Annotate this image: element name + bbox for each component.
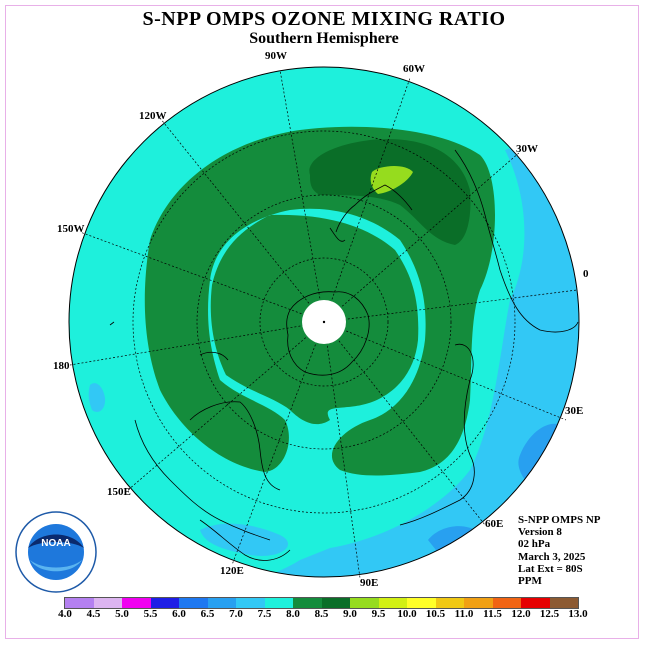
lon-label-90e: 90E: [360, 577, 379, 589]
colorbar-tick-label: 6.0: [172, 608, 186, 620]
noaa-logo-text: NOAA: [41, 538, 70, 549]
colorbar-swatch: [378, 598, 407, 608]
colorbar-tick-label: 7.5: [257, 608, 272, 620]
map-boundary: [68, 66, 580, 578]
figure-frame: [5, 5, 639, 639]
lon-label-60e: 60E: [485, 518, 504, 530]
lon-label-150w: 150W: [57, 223, 85, 235]
colorbar-swatch: [549, 598, 578, 608]
colorbar-tick-label: 7.0: [229, 608, 243, 620]
colorbar-tick-label: 5.5: [143, 608, 158, 620]
colorbar-swatch: [207, 598, 236, 608]
lon-label-120e: 120E: [220, 565, 244, 577]
lon-label-120w: 120W: [139, 110, 167, 122]
south-pole-marker: [322, 320, 326, 324]
lon-label-60w: 60W: [403, 63, 425, 75]
info-level: 02 hPa: [518, 538, 551, 551]
colorbar-tick-label: 6.5: [200, 608, 215, 620]
colorbar-swatch: [236, 598, 265, 608]
colorbar: [64, 597, 579, 609]
colorbar-swatch: [350, 598, 379, 608]
lon-label-30e: 30E: [565, 405, 584, 417]
field-9-0-core: [309, 139, 471, 245]
colorbar-swatch: [150, 598, 179, 608]
map-title: S-NPP OMPS OZONE MIXING RATIO: [142, 8, 506, 30]
colorbar-swatch: [179, 598, 208, 608]
colorbar-tick-label: 12.5: [539, 608, 560, 620]
colorbar-tick-label: 11.0: [454, 608, 474, 620]
lon-label-0: 0: [583, 268, 589, 280]
colorbar-swatch: [492, 598, 521, 608]
colorbar-tick-label: 10.5: [425, 608, 446, 620]
colorbar-tick-label: 4.0: [58, 608, 72, 620]
colorbar-tick-label: 8.5: [314, 608, 329, 620]
colorbar-swatch: [435, 598, 464, 608]
field-7-0-region-west: [88, 383, 106, 412]
coastlines: [109, 149, 579, 561]
colorbar-tick-label: 13.0: [568, 608, 588, 620]
map-subtitle: Southern Hemisphere: [249, 30, 399, 47]
colorbar-swatch: [321, 598, 350, 608]
field-7-0-region-south: [200, 523, 289, 556]
info-instrument: S-NPP OMPS NP: [518, 514, 601, 526]
field-7-0-region-east: [258, 120, 579, 577]
info-version: Version 8: [518, 526, 562, 539]
colorbar-swatch: [293, 598, 322, 608]
colorbar-swatch: [407, 598, 436, 608]
colorbar-tick-label: 8.0: [286, 608, 300, 620]
graticule: [69, 69, 578, 579]
colorbar-swatch: [122, 598, 151, 608]
colorbar-swatch: [65, 598, 94, 608]
colorbar-tick-label: 9.5: [371, 608, 386, 620]
colorbar-tick-label: 4.5: [86, 608, 101, 620]
info-date: March 3, 2025: [518, 550, 586, 563]
colorbar-swatch: [464, 598, 493, 608]
noaa-logo: NOAA: [15, 511, 97, 593]
info-lat-ext: Lat Ext = 80S: [518, 562, 583, 575]
colorbar-swatch: [264, 598, 293, 608]
colorbar-tick-label: 12.0: [511, 608, 531, 620]
colorbar-tick-label: 10.0: [397, 608, 417, 620]
colorbar-swatch: [93, 598, 122, 608]
lon-label-180: 180: [53, 360, 70, 372]
lon-label-150e: 150E: [107, 486, 131, 498]
colorbar-tick-label: 9.0: [343, 608, 357, 620]
lon-label-90w: 90W: [265, 50, 287, 62]
colorbar-tick-label: 11.5: [483, 608, 502, 620]
colorbar-tick-label: 5.0: [115, 608, 129, 620]
lon-label-30w: 30W: [516, 143, 538, 155]
colorbar-swatch: [521, 598, 550, 608]
product-info: S-NPP OMPS NP Version 8 02 hPa March 3, …: [518, 514, 601, 587]
info-units: PPM: [518, 575, 542, 588]
